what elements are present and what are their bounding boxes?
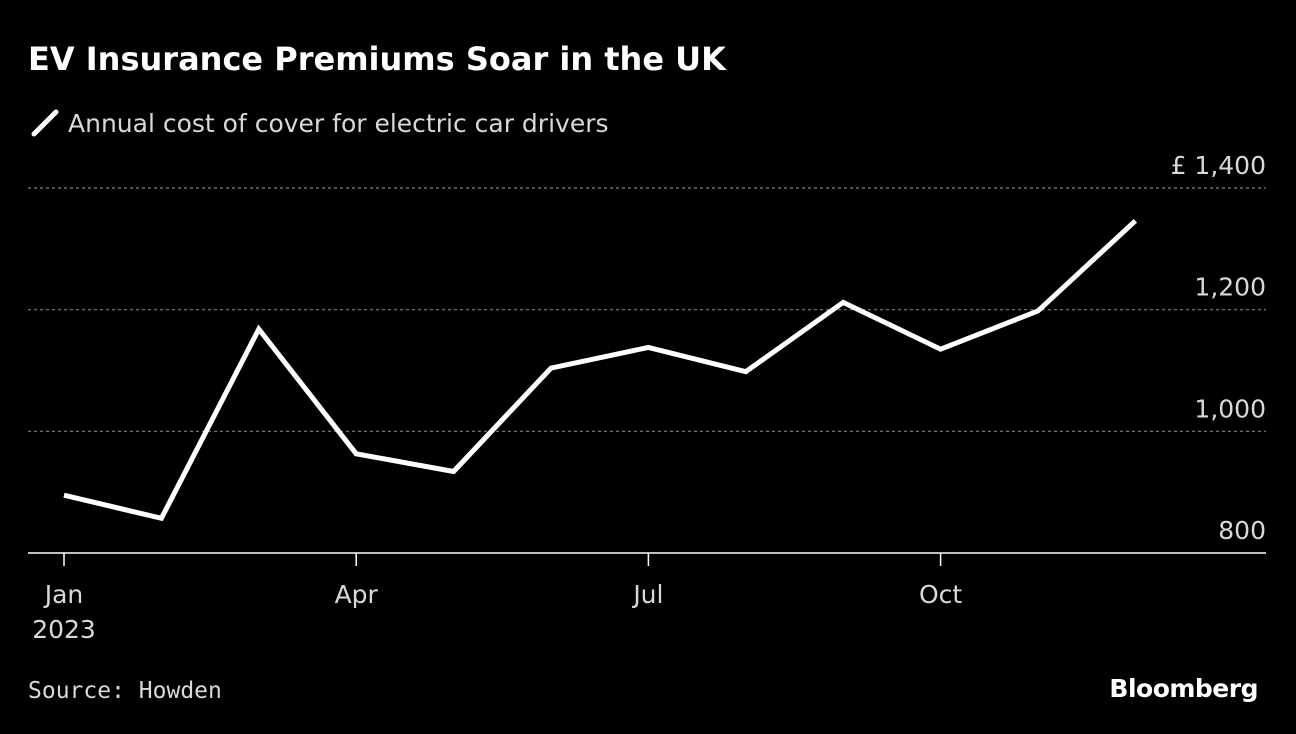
- y-tick-label: £ 1,400: [1171, 151, 1266, 180]
- chart-title: EV Insurance Premiums Soar in the UK: [28, 40, 726, 78]
- series-line: [63, 218, 1138, 522]
- y-tick-label: 1,200: [1194, 273, 1266, 302]
- bloomberg-logo: Bloomberg: [1109, 674, 1258, 703]
- source-note: Source: Howden: [28, 678, 222, 704]
- legend: Annual cost of cover for electric car dr…: [30, 108, 609, 138]
- x-tick-label: Jul: [631, 580, 663, 609]
- x-tick-label: Jan: [43, 580, 84, 609]
- legend-label: Annual cost of cover for electric car dr…: [68, 108, 609, 138]
- x-tick-label: Apr: [335, 580, 379, 609]
- legend-line-icon: [31, 109, 59, 137]
- y-tick-label: 1,000: [1194, 394, 1266, 423]
- y-tick-label: 800: [1218, 516, 1266, 545]
- x-tick-label: Oct: [919, 580, 962, 609]
- x-tick-sublabel: 2023: [32, 615, 96, 644]
